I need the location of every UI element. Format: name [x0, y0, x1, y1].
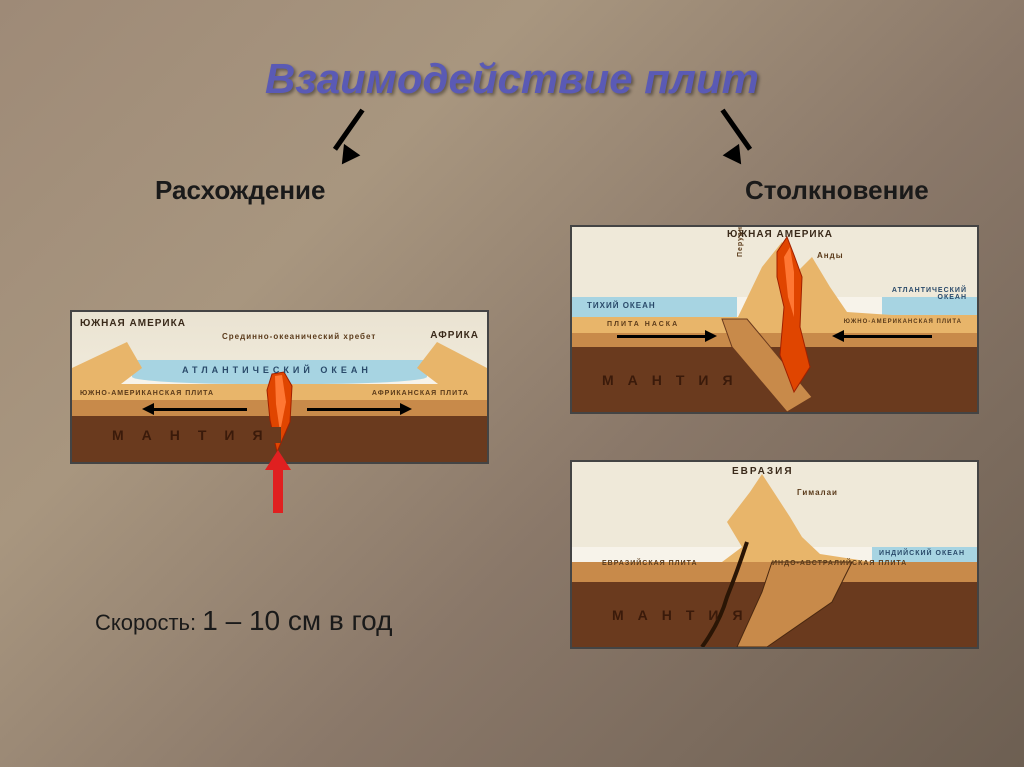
- d1-label-sa: ЮЖНАЯ АМЕРИКА: [80, 318, 186, 329]
- d2-label-saplate: ЮЖНО-АМЕРИКАНСКАЯ ПЛИТА: [844, 319, 962, 325]
- d2-label-pacific: ТИХИЙ ОКЕАН: [587, 301, 656, 310]
- d3-label-indocean: ИНДИЙСКИЙ ОКЕАН: [879, 550, 965, 557]
- d1-label-afplate: АФРИКАНСКАЯ ПЛИТА: [372, 390, 469, 397]
- slide: Взаимодействие плит Расхождение Столкнов…: [0, 0, 1024, 767]
- d1-label-mantle: МАНТИЯ: [112, 427, 281, 443]
- d2-label-andes: Анды: [817, 251, 844, 260]
- d2-label-nazca: ПЛИТА НАСКА: [607, 321, 679, 328]
- d2-label-trench: Перуанский жёлоб: [737, 225, 744, 257]
- heading-divergence: Расхождение: [155, 175, 325, 206]
- heading-collision: Столкновение: [745, 175, 929, 206]
- d2-label-mantle: МАНТИЯ: [602, 372, 747, 388]
- d1-label-ocean: АТЛАНТИЧЕСКИЙ ОКЕАН: [182, 365, 372, 375]
- speed-text: Скорость: 1 – 10 см в год: [95, 605, 392, 637]
- d2-label-atlantic: АТЛАНТИЧЕСКИЙ ОКЕАН: [887, 287, 967, 301]
- diagram-subduction: ЮЖНАЯ АМЕРИКА Анды Перуанский жёлоб ТИХИ…: [570, 225, 979, 414]
- d1-label-saplate: ЮЖНО-АМЕРИКАНСКАЯ ПЛИТА: [80, 390, 214, 397]
- slide-title: Взаимодействие плит: [0, 55, 1024, 103]
- d3-label-himalayas: Гималаи: [797, 488, 838, 497]
- d1-magma-arrow: [273, 468, 283, 513]
- d3-label-eurplate: ЕВРАЗИЙСКАЯ ПЛИТА: [602, 560, 698, 567]
- diagram-continental-collision: ЕВРАЗИЯ Гималаи ЕВРАЗИЙСКАЯ ПЛИТА ИНДО-А…: [570, 460, 979, 649]
- speed-label: Скорость:: [95, 610, 202, 635]
- d3-label-indoaus: ИНДО-АВСТРАЛИЙСКАЯ ПЛИТА: [772, 560, 907, 567]
- d1-label-ridge: Срединно-океанический хребет: [222, 332, 376, 341]
- diagram-divergence: ЮЖНАЯ АМЕРИКА АФРИКА Срединно-океаническ…: [70, 310, 489, 464]
- d1-label-af: АФРИКА: [430, 330, 479, 341]
- d3-label-mantle: МАНТИЯ: [612, 607, 757, 623]
- d3-label-eurasia: ЕВРАЗИЯ: [732, 466, 794, 477]
- speed-value: 1 – 10 см в год: [202, 605, 392, 636]
